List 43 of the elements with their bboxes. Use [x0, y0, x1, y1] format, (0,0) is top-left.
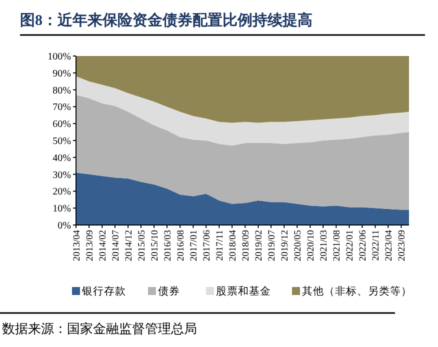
x-tick-label: 2016/08 — [176, 230, 186, 262]
chart-title: 图8：近年来保险资金债券配置比例持续提高 — [20, 11, 312, 29]
x-tick-label: 2013/04 — [72, 230, 82, 262]
x-tick-label: 2019/02 — [254, 230, 265, 262]
y-tick-label: 40% — [52, 152, 71, 164]
y-tick-label: 80% — [52, 85, 71, 96]
x-tick-label: 2020/10 — [306, 230, 317, 262]
x-tick-label: 2019/07 — [267, 230, 278, 262]
legend-label: 债券 — [158, 284, 180, 298]
x-tick-label: 2013/09 — [85, 230, 96, 262]
y-tick-label: 70% — [52, 102, 71, 114]
legend-label: 其他（非标、另类等） — [302, 284, 412, 298]
y-tick-label: 0% — [58, 220, 71, 232]
y-tick-label: 90% — [52, 68, 71, 80]
x-tick-label: 2017/06 — [202, 230, 212, 262]
x-tick-label: 2022/01 — [346, 230, 356, 262]
x-tick-label: 2017/01 — [190, 230, 200, 262]
x-tick-label: 2014/12 — [124, 230, 134, 262]
x-tick-label: 2017/11 — [215, 230, 226, 261]
source-note: 数据来源：国家金融监督管理总局 — [2, 321, 197, 336]
y-tick-label: 100% — [48, 52, 71, 62]
x-tick-label: 2021/08 — [332, 230, 343, 262]
y-tick-label: 30% — [52, 170, 71, 181]
x-tick-label: 2022/06 — [358, 230, 368, 262]
x-tick-label: 2015/10 — [150, 230, 160, 262]
legend-label: 银行存款 — [81, 286, 126, 298]
x-tick-label: 2023/04 — [384, 230, 394, 262]
x-tick-label: 2018/09 — [241, 230, 252, 262]
x-tick-label: 2018/04 — [228, 230, 238, 262]
x-tick-label: 2021/03 — [319, 230, 330, 262]
x-tick-label: 2022/11 — [372, 230, 382, 261]
x-tick-label: 2023/09 — [398, 230, 408, 262]
x-tick-label: 2016/03 — [163, 230, 174, 262]
x-tick-label: 2015/05 — [137, 230, 148, 262]
x-tick-label: 2014/02 — [98, 230, 108, 262]
legend-label: 股票和基金 — [216, 284, 271, 298]
x-tick-label: 2019/12 — [280, 230, 290, 262]
y-tick-label: 50% — [52, 136, 71, 147]
x-tick-label: 2014/07 — [111, 230, 122, 262]
y-tick-label: 60% — [52, 119, 71, 130]
y-tick-label: 20% — [52, 186, 71, 198]
y-tick-label: 10% — [52, 204, 71, 215]
x-tick-label: 2020/05 — [293, 230, 304, 262]
